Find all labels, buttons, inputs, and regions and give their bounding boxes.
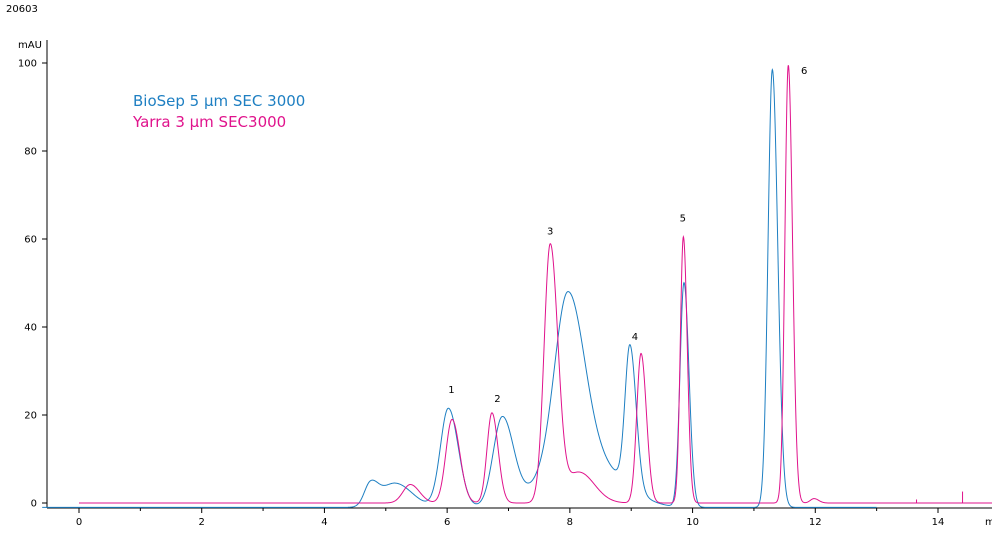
y-tick-label: 20 [24, 411, 37, 422]
x-tick-label: 2 [199, 517, 205, 528]
legend: BioSep 5 µm SEC 3000 Yarra 3 µm SEC3000 [132, 92, 305, 131]
x-tick-label: 4 [321, 517, 327, 528]
x-tick-label: 8 [567, 517, 573, 528]
x-tick-label: 0 [76, 517, 82, 528]
y-tick-label: 0 [31, 499, 37, 510]
x-tick-label: 6 [444, 517, 450, 528]
legend-entry-biosep: BioSep 5 µm SEC 3000 [133, 92, 305, 110]
x-tick-label: 14 [932, 517, 945, 528]
peak-label-2: 2 [494, 394, 500, 405]
peak-label-6: 6 [801, 66, 807, 77]
peak-label-5: 5 [680, 213, 686, 224]
y-tick-label: 60 [24, 235, 37, 246]
y-axis-unit-label: mAU [18, 40, 42, 51]
y-tick-label: 100 [18, 59, 37, 70]
x-axis-unit-label: m [985, 517, 992, 528]
y-tick-label: 40 [24, 323, 37, 334]
peak-labels: 1 2 3 4 5 6 [448, 66, 807, 405]
x-tick-label: 10 [686, 517, 699, 528]
y-tick-label: 80 [24, 147, 37, 158]
peak-label-3: 3 [547, 227, 553, 238]
figure-id: 20603 [6, 4, 38, 15]
series-line-biosep [42, 68, 877, 508]
series-line-yarra [79, 65, 992, 504]
series-lines [42, 65, 992, 508]
peak-label-1: 1 [448, 385, 454, 396]
peak-label-4: 4 [632, 332, 638, 343]
x-tick-label: 12 [809, 517, 822, 528]
legend-entry-yarra: Yarra 3 µm SEC3000 [132, 113, 286, 131]
